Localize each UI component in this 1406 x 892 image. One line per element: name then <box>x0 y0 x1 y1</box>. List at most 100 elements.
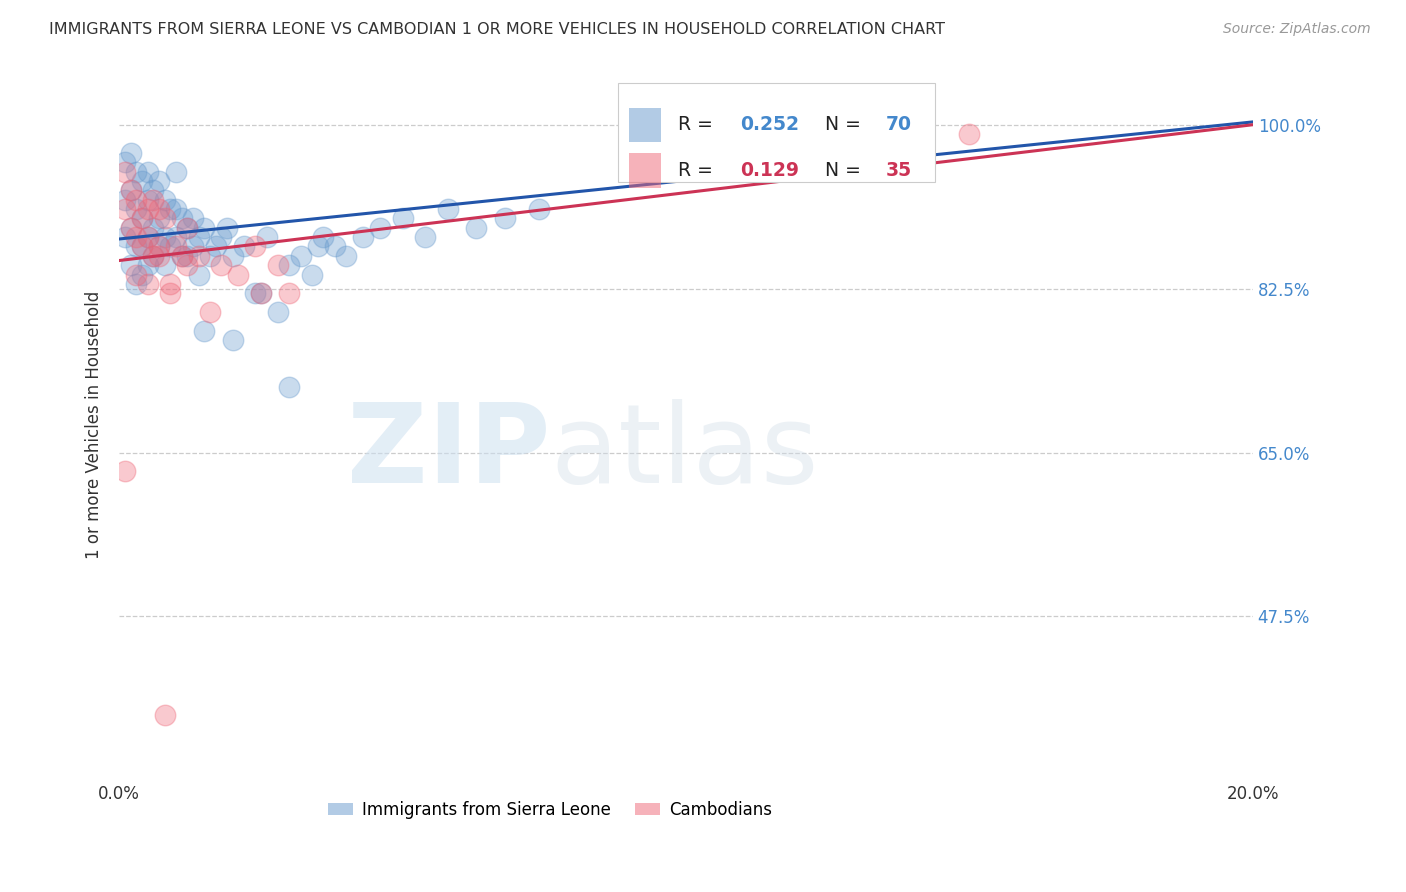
Point <box>323 239 346 253</box>
Point <box>114 202 136 216</box>
Point <box>245 286 267 301</box>
Text: 0.129: 0.129 <box>741 161 800 180</box>
Point <box>193 220 215 235</box>
Point <box>527 202 550 216</box>
Point <box>136 277 159 291</box>
Point <box>278 380 301 394</box>
Point <box>267 258 290 272</box>
Point <box>391 211 413 226</box>
Point <box>335 249 357 263</box>
Point <box>159 286 181 301</box>
Point <box>267 305 290 319</box>
Text: 70: 70 <box>886 115 911 134</box>
Bar <box>630 153 661 187</box>
Text: ZIP: ZIP <box>347 400 550 507</box>
Point <box>209 258 232 272</box>
Point <box>159 277 181 291</box>
Point <box>181 211 204 226</box>
Point <box>176 220 198 235</box>
Point <box>290 249 312 263</box>
Point <box>233 239 256 253</box>
Point <box>153 707 176 722</box>
Point <box>159 202 181 216</box>
Point <box>125 230 148 244</box>
Point <box>136 230 159 244</box>
Point <box>181 239 204 253</box>
Text: Source: ZipAtlas.com: Source: ZipAtlas.com <box>1223 22 1371 37</box>
Point <box>176 220 198 235</box>
Point <box>187 230 209 244</box>
Point <box>165 239 187 253</box>
Point <box>165 164 187 178</box>
Legend: Immigrants from Sierra Leone, Cambodians: Immigrants from Sierra Leone, Cambodians <box>322 794 779 825</box>
Text: IMMIGRANTS FROM SIERRA LEONE VS CAMBODIAN 1 OR MORE VEHICLES IN HOUSEHOLD CORREL: IMMIGRANTS FROM SIERRA LEONE VS CAMBODIA… <box>49 22 945 37</box>
Point <box>153 258 176 272</box>
Point <box>245 239 267 253</box>
Point <box>209 230 232 244</box>
Point <box>226 268 249 282</box>
Text: atlas: atlas <box>550 400 818 507</box>
Point <box>125 277 148 291</box>
Point <box>148 202 170 216</box>
Point <box>136 230 159 244</box>
Point <box>131 211 153 226</box>
Point <box>114 164 136 178</box>
FancyBboxPatch shape <box>619 83 935 182</box>
Point <box>114 464 136 478</box>
Point <box>198 305 221 319</box>
Point <box>120 258 142 272</box>
Point <box>153 230 176 244</box>
Point <box>142 249 165 263</box>
Point <box>250 286 273 301</box>
Point <box>959 127 981 141</box>
Point <box>131 239 153 253</box>
Point <box>278 258 301 272</box>
Point <box>125 164 148 178</box>
Point <box>114 230 136 244</box>
Point <box>256 230 278 244</box>
Point <box>215 220 238 235</box>
Point <box>120 183 142 197</box>
Point <box>312 230 335 244</box>
Point <box>170 211 193 226</box>
Point <box>153 193 176 207</box>
Point <box>368 220 391 235</box>
Point <box>125 193 148 207</box>
Point <box>165 230 187 244</box>
Text: R =: R = <box>678 161 718 180</box>
Point <box>131 239 153 253</box>
Point <box>136 258 159 272</box>
Text: N =: N = <box>825 161 868 180</box>
Point <box>307 239 329 253</box>
Point <box>142 193 165 207</box>
Point <box>165 202 187 216</box>
Point <box>221 333 243 347</box>
Point <box>204 239 226 253</box>
Point <box>148 249 170 263</box>
Point <box>494 211 516 226</box>
Point <box>415 230 437 244</box>
Point <box>131 211 153 226</box>
Point <box>198 249 221 263</box>
Point <box>301 268 323 282</box>
Point <box>153 211 176 226</box>
Point <box>148 174 170 188</box>
Text: 0.252: 0.252 <box>741 115 800 134</box>
Point <box>136 202 159 216</box>
Point <box>437 202 460 216</box>
Point <box>148 239 170 253</box>
Point <box>250 286 273 301</box>
Point <box>187 249 209 263</box>
Point <box>131 174 153 188</box>
Point <box>352 230 374 244</box>
Point <box>120 183 142 197</box>
Point <box>136 193 159 207</box>
Point <box>114 155 136 169</box>
Point <box>148 239 170 253</box>
Point <box>120 145 142 160</box>
Point <box>148 211 170 226</box>
Text: N =: N = <box>825 115 868 134</box>
Point <box>125 268 148 282</box>
Point <box>125 239 148 253</box>
Point <box>142 183 165 197</box>
